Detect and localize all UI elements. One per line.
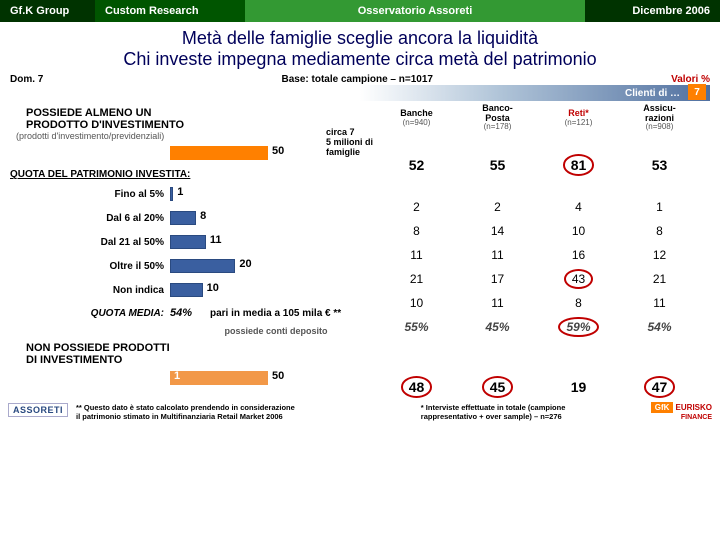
headline-2: Chi investe impegna mediamente circa met… <box>0 49 720 70</box>
quota-media-row: QUOTA MEDIA:54%pari in media a 105 mila … <box>6 302 376 324</box>
cells-possiede: 52558153 <box>376 153 700 177</box>
cells-media: 55%45%59%54% <box>376 315 700 339</box>
footer: ASSORETI ** Questo dato è stato calcolat… <box>0 399 720 421</box>
col-header-3: Assicu-razioni(n=908) <box>619 103 700 133</box>
bar-oltre50: Oltre il 50%20 <box>6 254 376 278</box>
col-header-2: Reti*(n=121) <box>538 103 619 133</box>
cells-21_50: 11111612 <box>376 243 700 267</box>
table-column: Banche(n=940)Banco-Posta(n=178)Reti*(n=1… <box>376 103 700 399</box>
footnote-2: * Interviste effettuate in totale (campi… <box>421 403 651 421</box>
bars-column: POSSIEDE ALMENO UNPRODOTTO D'INVESTIMENT… <box>6 103 376 399</box>
page-headline: Metà delle famiglie sceglie ancora la li… <box>0 22 720 72</box>
assoreti-logo: ASSORETI <box>8 403 68 417</box>
col-header-0: Banche(n=940) <box>376 103 457 133</box>
base-note: Base: totale campione – n=1017 <box>43 74 671 85</box>
possiede-bar: 50 <box>6 141 376 165</box>
cells-nonposs: 48451947 <box>376 375 700 399</box>
bar-fino5: Fino al 5%1 <box>6 182 376 206</box>
page-number: 7 <box>688 84 706 100</box>
brand-custom-research: Custom Research <box>95 0 245 22</box>
brand-gfk: Gf.K Group <box>0 0 95 22</box>
quota-header: QUOTA DEL PATRIMONIO INVESTITA: <box>6 165 376 182</box>
cells-6_20: 814108 <box>376 219 700 243</box>
report-date: Dicembre 2006 <box>585 0 720 22</box>
sub-header: Dom. 7 Base: totale campione – n=1017 Va… <box>0 72 720 85</box>
report-title: Osservatorio Assoreti <box>245 0 585 22</box>
nonposs-bar: 150 <box>6 366 376 390</box>
main-grid: POSSIEDE ALMENO UNPRODOTTO D'INVESTIMENT… <box>0 101 720 399</box>
clients-band-label: Clienti di … <box>625 88 680 99</box>
footnote-1: ** Questo dato è stato calcolato prenden… <box>68 403 421 421</box>
bar-nonind: Non indica10 <box>6 278 376 302</box>
col-header-1: Banco-Posta(n=178) <box>457 103 538 133</box>
bar-6_20: Dal 6 al 20%8 <box>6 206 376 230</box>
clients-band: Clienti di … 7 <box>360 85 710 101</box>
gfk-eurisko-logo: GfK EURISKO FINANCE <box>651 403 712 421</box>
footer-left: ASSORETI <box>8 403 68 417</box>
cells-nonind: 1011811 <box>376 291 700 315</box>
cells-fino5: 2241 <box>376 195 700 219</box>
headline-1: Metà delle famiglie sceglie ancora la li… <box>0 28 720 49</box>
cells-oltre50: 21174321 <box>376 267 700 291</box>
nonposs-label: NON POSSIEDE PRODOTTIDI INVESTIMENTO <box>6 338 376 366</box>
bar-21_50: Dal 21 al 50%11 <box>6 230 376 254</box>
top-bar: Gf.K Group Custom Research Osservatorio … <box>0 0 720 22</box>
table-header: Banche(n=940)Banco-Posta(n=178)Reti*(n=1… <box>376 103 700 133</box>
question-id: Dom. 7 <box>10 74 43 85</box>
possiede-conti-deposito: possiede conti deposito <box>6 324 376 338</box>
